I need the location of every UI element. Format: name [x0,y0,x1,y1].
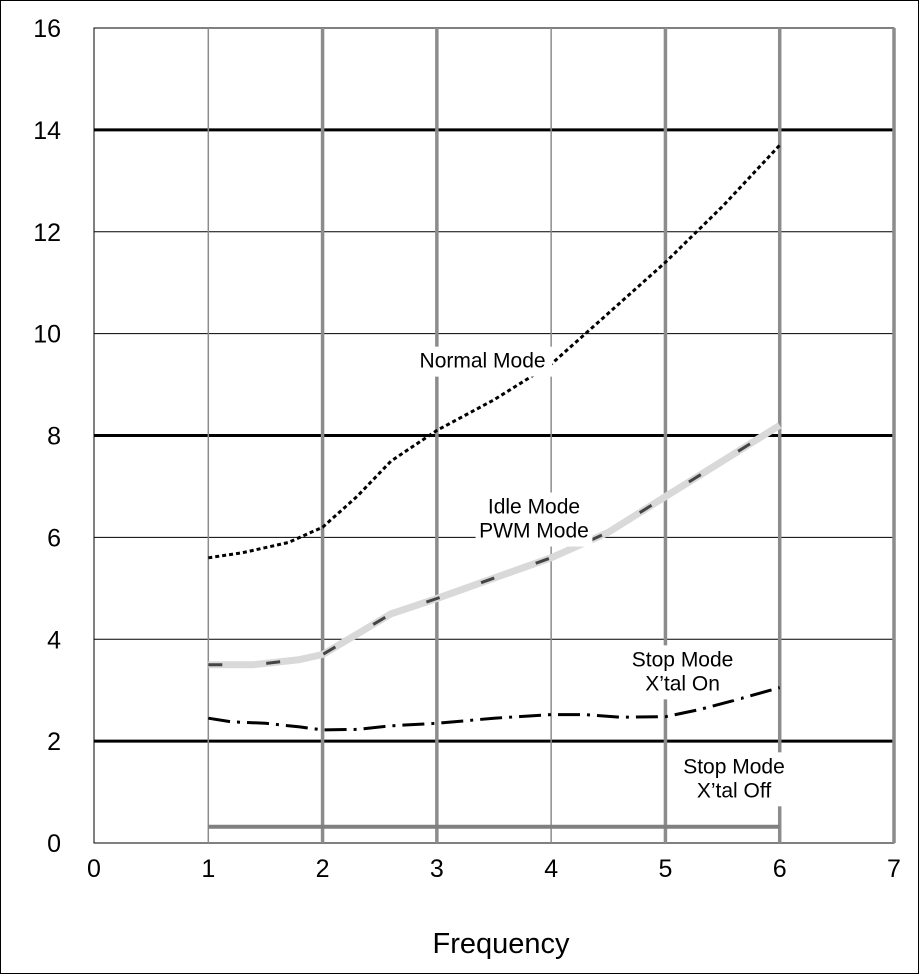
x-tick-label-4: 4 [544,855,558,883]
series-line-0 [208,144,781,560]
y-tick-label-1: 2 [47,728,61,756]
x-tick-label-0: 0 [87,855,101,883]
y-tick-label-0: 0 [47,830,61,858]
x-tick-label-2: 2 [316,855,330,883]
x-tick-label-1: 1 [201,855,215,883]
series-line-1-overlay [208,424,781,667]
x-tick-label-5: 5 [658,855,672,883]
annotation-line-0-0: Normal Mode [420,350,546,373]
y-tick-label-4: 8 [47,423,61,451]
annotation-line-2-1: X’tal On [645,672,720,695]
y-tick-label-8: 16 [33,15,61,43]
y-tick-label-6: 12 [33,219,61,247]
annotation-bg-0 [412,346,553,377]
annotation-line-3-0: Stop Mode [683,755,785,778]
annotation-line-2-0: Stop Mode [632,648,734,671]
y-tick-label-3: 6 [47,524,61,552]
series-layer [208,144,782,829]
annotation-line-1-1: PWM Mode [479,520,589,543]
annotation-bg-1 [475,492,593,547]
annotation-bg-3 [675,752,793,807]
y-tick-label-5: 10 [33,321,61,349]
x-axis-title: Frequency [432,928,570,960]
series-line-2 [208,686,781,732]
y-tick-label-7: 14 [33,117,61,145]
annotation-line-3-1: X’tal Off [697,779,771,802]
x-tick-label-7: 7 [887,855,901,883]
x-tick-label-6: 6 [773,855,787,883]
annotation-0: Normal Mode [412,346,553,377]
grid-layer [94,28,896,843]
y-tick-label-2: 4 [47,626,61,654]
annotation-bg-2 [624,645,741,700]
annotation-line-1-0: Idle Mode [488,496,580,519]
x-tick-label-3: 3 [430,855,444,883]
